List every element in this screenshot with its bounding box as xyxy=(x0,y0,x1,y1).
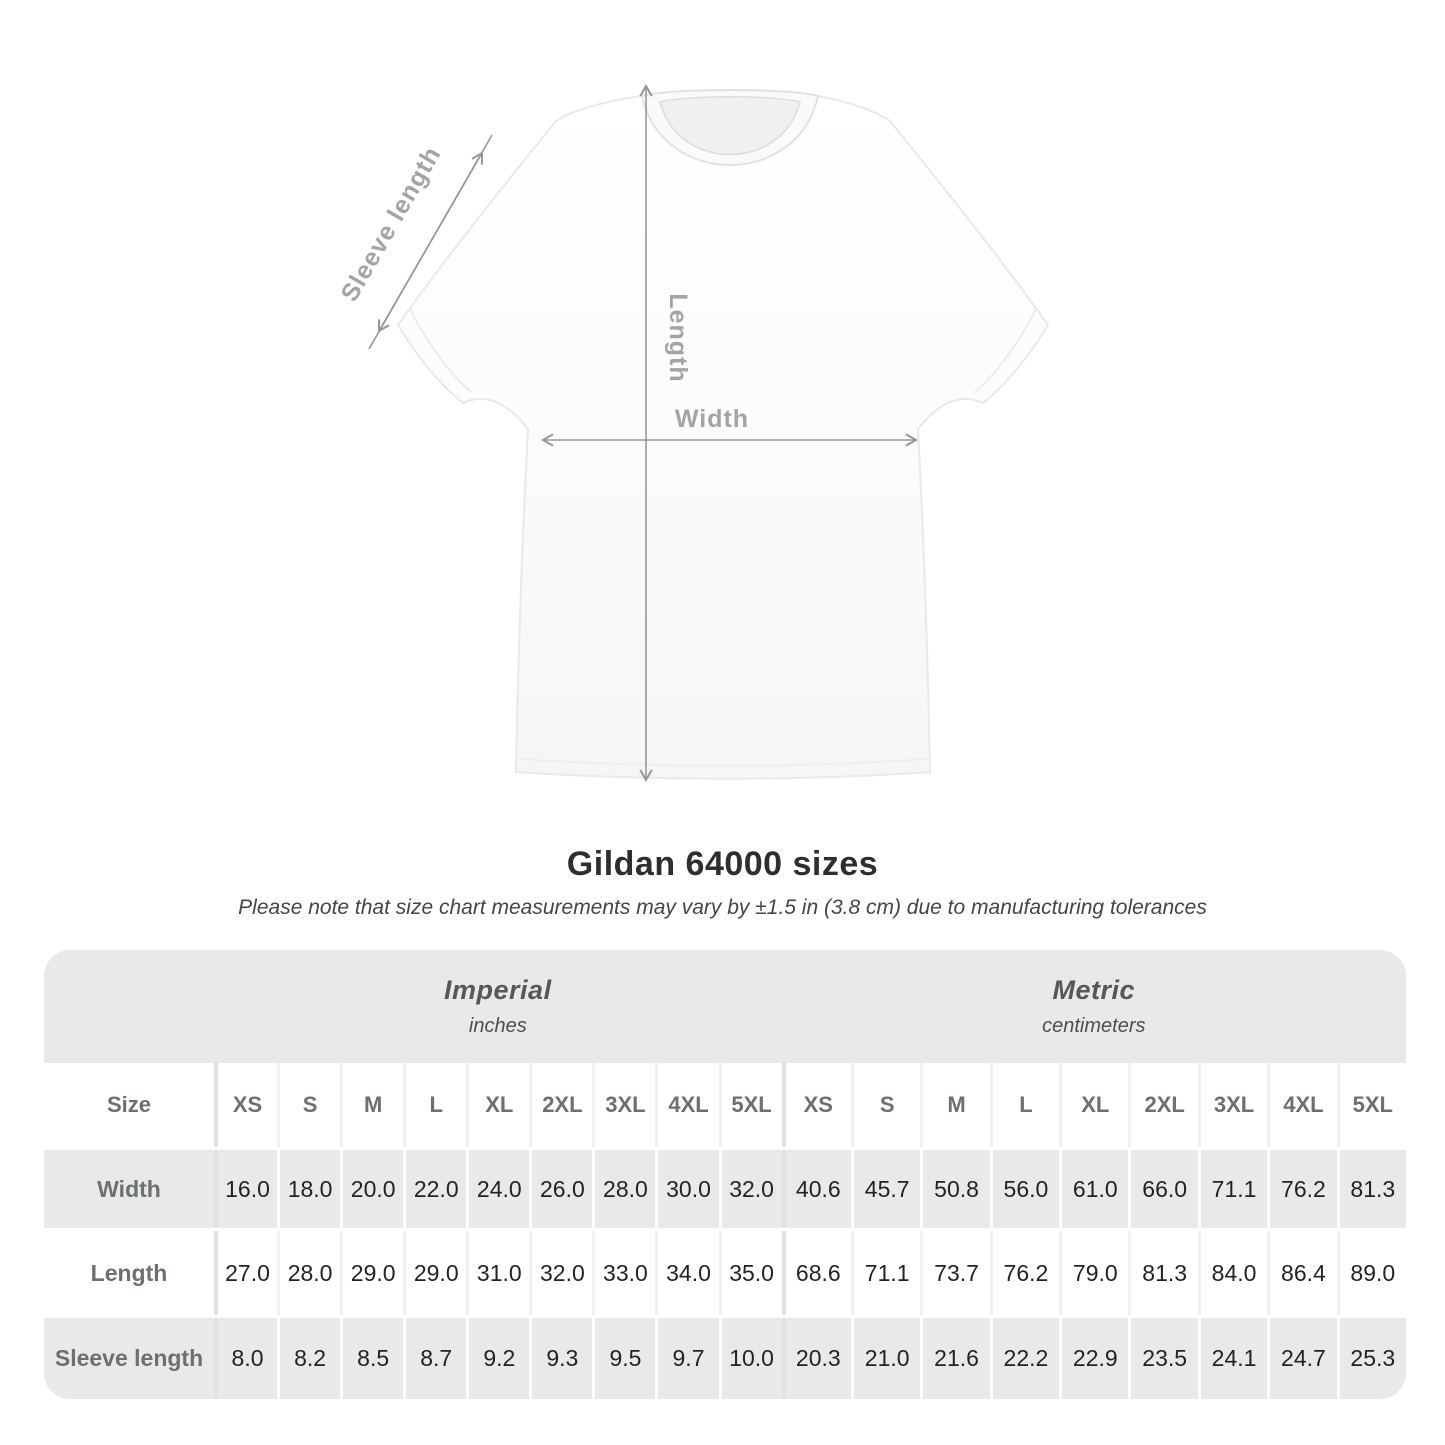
cell: 29.0 xyxy=(340,1231,404,1315)
col-header: 5XL xyxy=(718,1063,782,1147)
cell: 9.3 xyxy=(529,1318,593,1399)
cell: 81.3 xyxy=(1336,1150,1406,1228)
cell: 84.0 xyxy=(1197,1231,1268,1315)
cell: 29.0 xyxy=(403,1231,467,1315)
col-header: S xyxy=(277,1063,341,1147)
hem-seam xyxy=(519,758,927,767)
cell: 8.5 xyxy=(340,1318,404,1399)
metric-unit: centimeters xyxy=(1042,1015,1146,1037)
imperial-label: Imperial xyxy=(444,975,552,1005)
cell: 24.1 xyxy=(1197,1318,1268,1399)
col-header: L xyxy=(989,1063,1060,1147)
cell: 34.0 xyxy=(655,1231,719,1315)
metric-label: Metric xyxy=(1052,975,1136,1005)
cell: 31.0 xyxy=(466,1231,530,1315)
imperial-group: Imperial inches xyxy=(214,975,782,1038)
col-header: 3XL xyxy=(592,1063,656,1147)
cell: 76.2 xyxy=(1267,1150,1337,1228)
width-label: Width xyxy=(675,405,749,433)
cell: 18.0 xyxy=(277,1150,341,1228)
imperial-unit: inches xyxy=(468,1015,527,1037)
cell: 22.9 xyxy=(1059,1318,1129,1399)
page-title: Gildan 64000 sizes xyxy=(566,845,879,883)
cell: 22.0 xyxy=(403,1150,467,1228)
cell: 76.2 xyxy=(989,1231,1060,1315)
col-header: 5XL xyxy=(1336,1063,1406,1147)
col-header: 2XL xyxy=(1128,1063,1198,1147)
cell: 89.0 xyxy=(1336,1231,1406,1315)
cell: 23.5 xyxy=(1128,1318,1198,1399)
col-header: L xyxy=(403,1063,467,1147)
cell: 9.5 xyxy=(592,1318,656,1399)
tshirt-diagram: Sleeve length Length Width xyxy=(335,83,1050,783)
cell: 50.8 xyxy=(920,1150,990,1228)
cell: 20.0 xyxy=(340,1150,404,1228)
col-header: XS xyxy=(781,1063,851,1147)
cell: 9.7 xyxy=(655,1318,719,1399)
size-corner-label: Size xyxy=(44,1063,214,1147)
metric-group: Metric centimeters xyxy=(782,975,1406,1038)
col-header: XL xyxy=(1059,1063,1129,1147)
right-cuff-seam xyxy=(974,308,1037,393)
col-header: XS xyxy=(214,1063,278,1147)
cell: 30.0 xyxy=(655,1150,719,1228)
row-label: Sleeve length xyxy=(44,1318,214,1399)
cell: 56.0 xyxy=(989,1150,1060,1228)
col-header: M xyxy=(920,1063,990,1147)
cell: 79.0 xyxy=(1059,1231,1129,1315)
size-table: Imperial inches Metric centimeters Size … xyxy=(44,950,1406,1399)
cell: 8.0 xyxy=(214,1318,278,1399)
cell: 25.3 xyxy=(1336,1318,1406,1399)
cell: 26.0 xyxy=(529,1150,593,1228)
row-label: Length xyxy=(44,1231,214,1315)
cell: 27.0 xyxy=(214,1231,278,1315)
col-header: M xyxy=(340,1063,404,1147)
cell: 61.0 xyxy=(1059,1150,1129,1228)
size-header-row: Size XS S M L XL 2XL 3XL 4XL 5XL XS S M … xyxy=(44,1063,1406,1147)
cell: 73.7 xyxy=(920,1231,990,1315)
cell: 21.0 xyxy=(850,1318,921,1399)
cell: 28.0 xyxy=(592,1150,656,1228)
cell: 24.7 xyxy=(1267,1318,1337,1399)
cell: 71.1 xyxy=(1197,1150,1268,1228)
row-label: Width xyxy=(44,1150,214,1228)
cell: 32.0 xyxy=(529,1231,593,1315)
table-row-sleeve-length: Sleeve length 8.0 8.2 8.5 8.7 9.2 9.3 9.… xyxy=(44,1315,1406,1399)
cell: 10.0 xyxy=(718,1318,782,1399)
cell: 21.6 xyxy=(920,1318,990,1399)
tshirt-image xyxy=(396,89,1050,780)
cell: 28.0 xyxy=(277,1231,341,1315)
cell: 8.2 xyxy=(277,1318,341,1399)
col-header: S xyxy=(850,1063,921,1147)
tolerance-note: Please note that size chart measurements… xyxy=(238,896,1207,919)
col-header: 4XL xyxy=(655,1063,719,1147)
collar-opening xyxy=(659,96,801,156)
table-row-length: Length 27.0 28.0 29.0 29.0 31.0 32.0 33.… xyxy=(44,1231,1406,1315)
cell: 40.6 xyxy=(781,1150,851,1228)
length-label: Length xyxy=(664,293,692,382)
cell: 22.2 xyxy=(989,1318,1060,1399)
cell: 86.4 xyxy=(1267,1231,1337,1315)
table-row-width: Width 16.0 18.0 20.0 22.0 24.0 26.0 28.0… xyxy=(44,1147,1406,1231)
sleeve-length-arrow xyxy=(377,151,484,333)
cell: 68.6 xyxy=(781,1231,851,1315)
cell: 24.0 xyxy=(466,1150,530,1228)
cell: 33.0 xyxy=(592,1231,656,1315)
col-header: XL xyxy=(466,1063,530,1147)
cell: 71.1 xyxy=(850,1231,921,1315)
cell: 32.0 xyxy=(718,1150,782,1228)
cell: 45.7 xyxy=(850,1150,921,1228)
col-header: 4XL xyxy=(1267,1063,1337,1147)
cell: 35.0 xyxy=(718,1231,782,1315)
col-header: 2XL xyxy=(529,1063,593,1147)
cell: 8.7 xyxy=(403,1318,467,1399)
cell: 16.0 xyxy=(214,1150,278,1228)
cell: 66.0 xyxy=(1128,1150,1198,1228)
cell: 20.3 xyxy=(781,1318,851,1399)
unit-group-header: Imperial inches Metric centimeters xyxy=(44,950,1406,1063)
cell: 81.3 xyxy=(1128,1231,1198,1315)
cell: 9.2 xyxy=(466,1318,530,1399)
col-header: 3XL xyxy=(1197,1063,1268,1147)
